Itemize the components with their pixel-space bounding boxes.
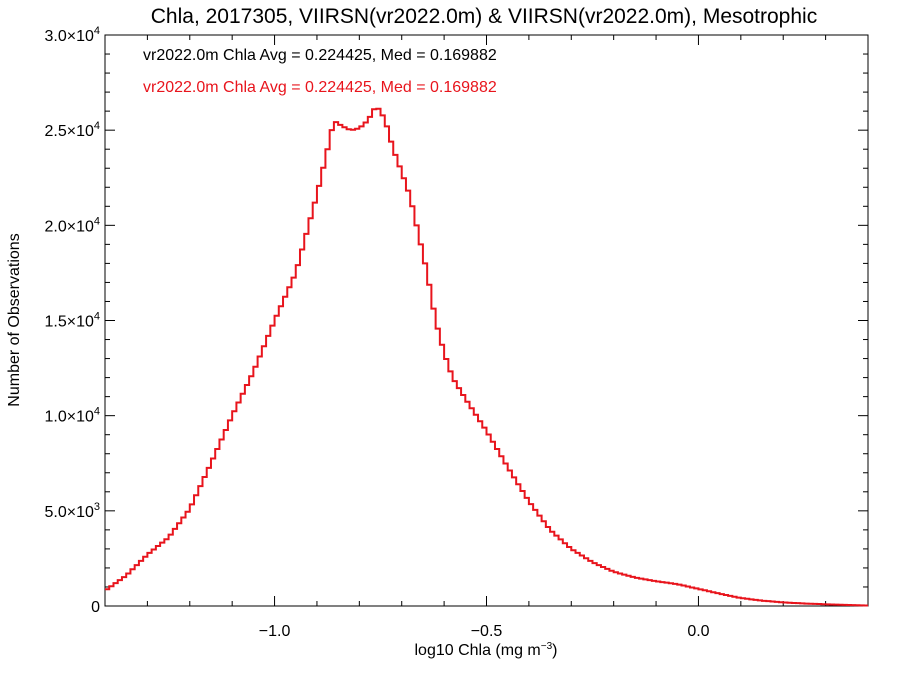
x-tick-labels: −1.0 −0.5 0.0 (259, 623, 710, 640)
y-tick-label: 1.0×104 (44, 406, 100, 426)
y-tick-label: 2.5×104 (44, 120, 100, 140)
chart-title: Chla, 2017305, VIIRSN(vr2022.0m) & VIIRS… (151, 5, 817, 28)
axis-ticks (104, 34, 869, 607)
annotation-black: vr2022.0m Chla Avg = 0.224425, Med = 0.1… (143, 47, 497, 64)
x-axis-label-close: ) (552, 642, 557, 659)
y-tick-labels: 0 5.0×103 1.0×104 1.5×104 2.0×104 2.5×104 3.0×… (44, 25, 100, 616)
x-tick-label: 0.0 (687, 623, 709, 640)
x-axis-label-sup: −3 (541, 641, 553, 652)
x-tick-label: −1.0 (259, 623, 291, 640)
x-axis-label: log10 Chla (mg m−3) (414, 641, 557, 659)
y-axis-label: Number of Observations (6, 233, 23, 406)
series-line (105, 107, 868, 607)
y-tick-label: 1.5×104 (44, 311, 100, 331)
y-tick-label: 0 (91, 599, 100, 616)
plot-frame (104, 34, 869, 607)
y-tick-label: 2.0×104 (44, 215, 100, 235)
x-tick-label: −0.5 (471, 623, 503, 640)
y-tick-label: 5.0×103 (44, 501, 100, 521)
x-axis-label-main: log10 Chla (mg m (414, 642, 540, 659)
y-tick-label: 3.0×104 (44, 25, 100, 45)
annotation-red: vr2022.0m Chla Avg = 0.224425, Med = 0.1… (143, 79, 497, 96)
